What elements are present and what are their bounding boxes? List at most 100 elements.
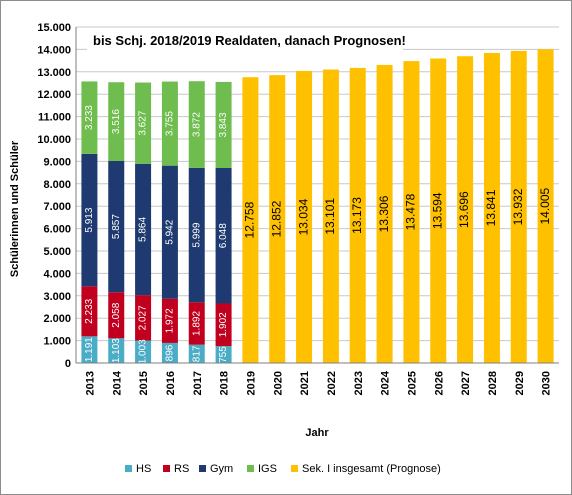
data-label: 13.841 bbox=[484, 189, 498, 226]
x-tick-label: 2023 bbox=[353, 371, 365, 395]
x-tick-label: 2030 bbox=[541, 371, 553, 395]
bar-segment-sek-i-insgesamt-prognose bbox=[349, 67, 366, 363]
bar-segment-sek-i-insgesamt-prognose bbox=[296, 71, 313, 364]
y-tick-label: 14.000 bbox=[37, 44, 71, 56]
data-label: 1.191 bbox=[84, 337, 95, 362]
bar-segment-sek-i-insgesamt-prognose bbox=[269, 75, 286, 363]
legend-swatch bbox=[199, 465, 206, 472]
x-tick-label: 2021 bbox=[299, 371, 311, 395]
x-tick-label: 2013 bbox=[84, 371, 96, 395]
data-label: 3.233 bbox=[84, 105, 95, 130]
data-label: 13.034 bbox=[296, 198, 310, 235]
data-label: 3.755 bbox=[165, 111, 176, 136]
bar-segment-igs bbox=[188, 81, 205, 168]
legend-label: Sek. I insgesamt (Prognose) bbox=[302, 463, 441, 475]
data-label: 13.306 bbox=[377, 195, 391, 232]
bar-segment-sek-i-insgesamt-prognose bbox=[242, 77, 259, 364]
bar-segment-igs bbox=[135, 82, 152, 164]
bar-segment-hs bbox=[161, 342, 178, 363]
x-tick-label: 2020 bbox=[272, 371, 284, 395]
legend-label: IGS bbox=[258, 463, 277, 475]
data-label: 1.902 bbox=[218, 312, 229, 337]
annotation-box: bis Schj. 2018/2019 Realdaten, danach Pr… bbox=[87, 28, 406, 52]
bar-segment-igs bbox=[215, 81, 232, 169]
legend-swatch bbox=[247, 465, 254, 472]
bar-segment-rs bbox=[81, 286, 98, 337]
y-tick-label: 15.000 bbox=[37, 22, 71, 34]
data-label: 13.932 bbox=[511, 188, 525, 225]
legend: HS RS Gym IGS Sek. I insgesamt (Prognose) bbox=[125, 463, 441, 475]
data-label: 5.999 bbox=[191, 222, 202, 247]
x-tick-label: 2019 bbox=[245, 371, 257, 395]
bar-segment-sek-i-insgesamt-prognose bbox=[537, 49, 554, 364]
data-label: 14.005 bbox=[538, 187, 552, 224]
legend-swatch bbox=[291, 465, 298, 472]
y-tick-label: 9.000 bbox=[43, 156, 71, 168]
bar-segment-rs bbox=[215, 303, 232, 347]
data-labels: 1.191 2.233 5.913 3.233 1.103 2.058 5.857 3.516… bbox=[84, 105, 552, 365]
data-label: 1.103 bbox=[111, 338, 122, 363]
bar-segment-rs bbox=[188, 302, 205, 345]
x-tick-label: 2014 bbox=[111, 370, 123, 395]
data-label: 5.913 bbox=[84, 207, 95, 232]
x-tick-label: 2029 bbox=[514, 371, 526, 395]
data-label: 1.972 bbox=[165, 308, 176, 333]
x-tick-label: 2015 bbox=[138, 371, 150, 395]
legend-label: RS bbox=[174, 463, 189, 475]
data-label: 6.048 bbox=[218, 223, 229, 248]
data-label: 13.101 bbox=[323, 198, 337, 235]
axes bbox=[75, 27, 559, 364]
bar-segment-hs bbox=[188, 344, 205, 363]
bar-segment-sek-i-insgesamt-prognose bbox=[483, 52, 500, 363]
bars bbox=[81, 49, 554, 364]
bar-segment-gym bbox=[188, 167, 205, 303]
y-tick-label: 5.000 bbox=[43, 246, 71, 258]
bar-segment-gym bbox=[108, 160, 125, 293]
bar-segment-sek-i-insgesamt-prognose bbox=[457, 56, 474, 364]
y-tick-label: 13.000 bbox=[37, 67, 71, 79]
data-label: 3.627 bbox=[138, 110, 149, 135]
data-label: 1.003 bbox=[138, 339, 149, 364]
y-tick-label: 6.000 bbox=[43, 224, 71, 236]
data-label: 2.027 bbox=[138, 305, 149, 330]
x-tick-label: 2024 bbox=[380, 370, 392, 395]
bar-segment-rs bbox=[161, 298, 178, 343]
bar-segment-sek-i-insgesamt-prognose bbox=[322, 69, 339, 363]
data-label: 5.864 bbox=[138, 217, 149, 242]
data-label: 5.942 bbox=[165, 219, 176, 244]
bar-segment-hs bbox=[215, 346, 232, 363]
x-axis-title: Jahr bbox=[305, 427, 329, 439]
bar-segment-igs bbox=[108, 82, 125, 161]
x-tick-label: 2022 bbox=[326, 371, 338, 395]
x-tick-label: 2028 bbox=[487, 371, 499, 395]
bar-segment-rs bbox=[108, 292, 125, 339]
data-label: 13.594 bbox=[430, 192, 444, 229]
y-tick-label: 0 bbox=[65, 358, 71, 370]
legend-swatch bbox=[125, 465, 132, 472]
bar-segment-hs bbox=[108, 338, 125, 363]
y-axis-title: Schülerinnen und Schüler bbox=[9, 140, 21, 277]
data-label: 755 bbox=[218, 346, 229, 363]
data-label: 2.233 bbox=[84, 298, 95, 323]
x-tick-label: 2027 bbox=[460, 371, 472, 395]
y-tick-label: 1.000 bbox=[43, 336, 71, 348]
x-tick-label: 2016 bbox=[165, 371, 177, 395]
data-label: 3.516 bbox=[111, 109, 122, 134]
data-label: 12.758 bbox=[243, 201, 257, 238]
annotation-text: bis Schj. 2018/2019 Realdaten, danach Pr… bbox=[93, 33, 406, 48]
x-tick-label: 2026 bbox=[433, 371, 445, 395]
y-tick-label: 10.000 bbox=[37, 134, 71, 146]
y-tick-label: 2.000 bbox=[43, 313, 71, 325]
bar-segment-rs bbox=[135, 295, 152, 341]
bar-segment-gym bbox=[215, 168, 232, 304]
y-tick-label: 4.000 bbox=[43, 268, 71, 280]
y-tick-label: 7.000 bbox=[43, 201, 71, 213]
y-tick-label: 3.000 bbox=[43, 291, 71, 303]
bar-segment-igs bbox=[161, 81, 178, 166]
legend-label: HS bbox=[136, 463, 151, 475]
data-label: 817 bbox=[191, 345, 202, 362]
data-label: 5.857 bbox=[111, 214, 122, 239]
x-tick-label: 2017 bbox=[192, 371, 204, 395]
data-label: 3.843 bbox=[218, 112, 229, 137]
